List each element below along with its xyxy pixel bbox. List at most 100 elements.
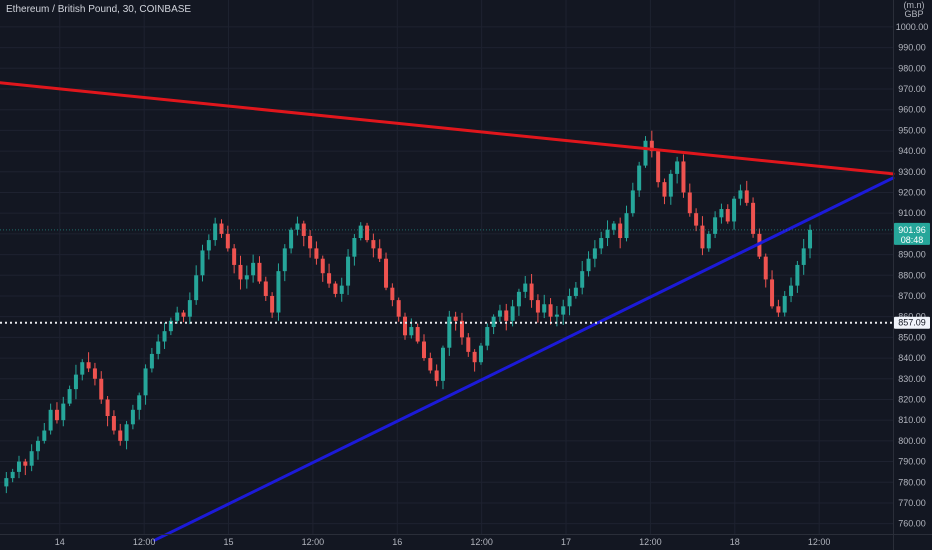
candle-body — [396, 300, 401, 317]
price-tick-label: 1000.00 — [896, 22, 929, 32]
bar-countdown-label: 08:48 — [901, 235, 924, 245]
candle-body — [48, 409, 53, 431]
time-tick-label: 18 — [730, 537, 740, 547]
candle-body — [42, 430, 47, 441]
candle-body — [54, 409, 59, 421]
candle-body — [440, 347, 445, 381]
candle-body — [390, 287, 395, 301]
candle-body — [187, 300, 192, 317]
candle-body — [523, 283, 528, 292]
candle-body — [561, 306, 566, 315]
candle-body — [181, 312, 186, 317]
candle-body — [744, 190, 749, 203]
candle-body — [637, 165, 642, 191]
candle-body — [611, 223, 616, 230]
candle-body — [339, 285, 344, 294]
candle-body — [156, 341, 161, 354]
support-trendline[interactable] — [153, 176, 895, 542]
candle-body — [314, 248, 319, 259]
candle-body — [662, 182, 667, 197]
candle-body — [586, 258, 591, 272]
candle-body — [206, 240, 211, 251]
candle-body — [447, 316, 452, 348]
candle-body — [592, 248, 597, 259]
price-tick-label: 880.00 — [898, 270, 926, 280]
candle-body — [789, 285, 794, 296]
candle-body — [504, 310, 509, 321]
resistance-trendline[interactable] — [0, 81, 895, 176]
candle-body — [763, 256, 768, 280]
candle-body — [497, 310, 502, 317]
candle-body — [29, 451, 34, 466]
candle-body — [510, 306, 515, 321]
candle-body — [776, 306, 781, 313]
price-tick-label: 800.00 — [898, 436, 926, 446]
candle-body — [377, 248, 382, 259]
candle-body — [542, 304, 547, 313]
candle-body — [124, 424, 129, 441]
candle-body — [10, 471, 15, 479]
candle-body — [535, 300, 540, 313]
candle-body — [257, 262, 262, 282]
candle-body — [808, 229, 813, 249]
candle-body — [308, 235, 313, 249]
candle-body — [668, 173, 673, 197]
time-tick-label: 15 — [224, 537, 234, 547]
hline-price-label: 857.09 — [898, 318, 926, 328]
last-price-label: 901.96 — [898, 225, 926, 235]
candle-body — [472, 351, 477, 363]
candle-body — [99, 378, 104, 400]
price-tick-label: 980.00 — [898, 63, 926, 73]
candle-body — [491, 316, 496, 328]
candle-body — [143, 368, 148, 396]
candle-body — [35, 440, 40, 452]
candle-body — [573, 287, 578, 296]
candle-body — [162, 331, 167, 342]
candle-body — [276, 271, 281, 313]
price-tick-label: 870.00 — [898, 291, 926, 301]
price-tick-label: 970.00 — [898, 84, 926, 94]
price-tick-label: 860.00 — [898, 312, 926, 322]
axis-currency-line2: GBP — [904, 9, 924, 19]
candle-body — [137, 395, 142, 410]
candle-body — [706, 233, 711, 249]
time-tick-label: 16 — [392, 537, 402, 547]
candle-body — [770, 279, 775, 307]
candle-body — [346, 256, 351, 286]
candle-body — [4, 478, 9, 487]
candle-body — [175, 312, 180, 321]
candle-body — [751, 202, 756, 234]
candle-body — [403, 316, 408, 336]
candle-body — [371, 240, 376, 249]
candle-body — [687, 192, 692, 214]
candle-body — [782, 295, 787, 313]
candle-body — [86, 362, 91, 369]
candle-body — [320, 258, 325, 274]
price-tick-label: 960.00 — [898, 105, 926, 115]
candle-body — [567, 295, 572, 307]
candle-body — [643, 140, 648, 166]
candle-body — [333, 283, 338, 294]
price-tick-label: 930.00 — [898, 167, 926, 177]
candle-body — [694, 213, 699, 226]
candle-body — [516, 291, 521, 307]
candle-body — [713, 217, 718, 234]
candle-body — [270, 295, 275, 313]
candle-body — [200, 250, 205, 276]
candle-body — [529, 283, 534, 301]
candle-body — [725, 209, 730, 222]
candle-body — [459, 320, 464, 338]
candle-body — [23, 461, 28, 466]
candle-body — [554, 314, 559, 317]
candle-body — [421, 341, 426, 359]
price-tick-label: 850.00 — [898, 332, 926, 342]
candle-body — [681, 161, 686, 193]
candle-body — [118, 430, 123, 441]
candle-body — [168, 320, 173, 332]
price-tick-label: 920.00 — [898, 187, 926, 197]
candle-body — [295, 223, 300, 230]
time-tick-label: 17 — [561, 537, 571, 547]
candle-body — [263, 281, 268, 296]
candle-body — [238, 264, 243, 280]
